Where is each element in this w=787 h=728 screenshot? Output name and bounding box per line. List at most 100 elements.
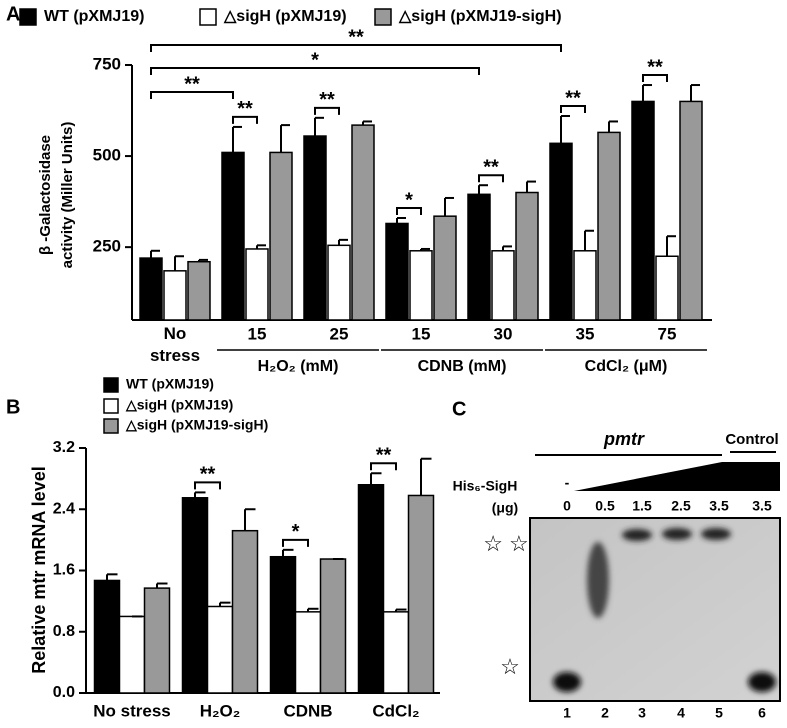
control-bar (722, 462, 780, 491)
amount-label: 3.5 (709, 498, 729, 514)
band (553, 672, 581, 692)
x-tick-label: 15 (412, 324, 431, 343)
error-bar (106, 573, 118, 581)
error-bar (314, 116, 324, 137)
group-label: H₂O₂ (mM) (258, 358, 339, 375)
amount-label: 2.5 (671, 498, 691, 514)
bar (294, 611, 322, 694)
x-tick-label: CdCl₂ (372, 701, 419, 720)
band (701, 528, 731, 540)
x-tick-label: No stress (150, 324, 200, 365)
y-tick-label: 250 (93, 237, 121, 256)
bar (549, 142, 573, 321)
significance-bracket (150, 44, 562, 52)
bar (382, 611, 410, 694)
band (662, 528, 692, 540)
x-tick-label: 15 (248, 324, 267, 343)
legend-label: △sigH (pXMJ19) (223, 8, 347, 25)
error-bar (396, 217, 406, 224)
probe-label: pmtr (603, 429, 645, 449)
bar (351, 124, 375, 321)
bar (357, 484, 385, 694)
y-tick-label: 0.8 (53, 623, 75, 640)
significance-label: ** (237, 98, 253, 120)
significance-bracket (370, 462, 397, 471)
significance-bracket (282, 538, 309, 547)
significance-label: ** (200, 464, 216, 486)
y-tick-label: 3.2 (53, 439, 75, 456)
group-label: CDNB (mM) (418, 358, 507, 375)
bar (118, 615, 146, 694)
lane-label: 1 (563, 705, 571, 721)
error-bar (150, 249, 160, 259)
band (622, 529, 652, 541)
bar (407, 494, 435, 694)
significance-bracket (396, 207, 422, 215)
band (587, 542, 609, 618)
bar (515, 191, 539, 321)
bar (245, 248, 269, 321)
bar (221, 151, 245, 321)
bar (139, 257, 163, 321)
bar (491, 250, 515, 321)
significance-bracket (560, 105, 586, 113)
bar (163, 270, 187, 321)
y-tick-label: 0.0 (53, 684, 75, 701)
dash-label: - (565, 475, 570, 491)
band (748, 672, 776, 692)
lane-label: 4 (677, 705, 685, 721)
error-bar (307, 607, 319, 612)
legend-label: △sigH (pXMJ19-sigH) (125, 417, 268, 433)
bar (385, 222, 409, 321)
error-bar (219, 601, 231, 607)
error-bar (444, 196, 454, 217)
gel (529, 517, 781, 702)
significance-label: ** (565, 87, 581, 109)
x-tick-label: No stress (93, 701, 170, 720)
error-bar (395, 608, 407, 612)
y-tick-label: 1.6 (53, 562, 75, 579)
significance-bracket (150, 91, 234, 99)
x-tick-label: CDNB (283, 701, 332, 720)
error-bar (560, 115, 570, 144)
marker: ☆ ☆ (483, 531, 529, 556)
y-axis-label: Relative mtr mRNA level (29, 466, 49, 673)
bar (433, 215, 457, 321)
bar (597, 131, 621, 321)
bar (655, 255, 679, 321)
lane-label: 6 (758, 705, 766, 721)
significance-label: ** (184, 73, 200, 95)
protein-label: His₆-SigH (453, 478, 518, 494)
legend-swatch (103, 398, 119, 414)
error-bar (584, 229, 594, 251)
significance-label: ** (376, 445, 392, 467)
legend-swatch (103, 377, 119, 393)
panel-label: C (452, 398, 466, 420)
group-label: CdCl₂ (μM) (585, 358, 668, 375)
bar (231, 529, 259, 694)
significance-bracket (232, 115, 258, 124)
legend-swatch (19, 8, 37, 26)
bar (467, 193, 491, 321)
significance-bracket (478, 174, 504, 183)
amount-label: 0 (563, 498, 571, 514)
y-axis-label: activity (Miller Units) (59, 122, 76, 269)
error-bar (280, 124, 290, 153)
x-tick-label: 35 (576, 324, 595, 343)
bar (206, 605, 234, 694)
error-bar (198, 258, 208, 262)
bar (319, 558, 347, 694)
unit-label: (μg) (492, 500, 518, 516)
control-label: Control (725, 431, 778, 448)
panel-label: A (6, 3, 20, 25)
error-bar (690, 84, 700, 102)
bar (631, 100, 655, 321)
bar (409, 250, 433, 321)
error-bar (526, 180, 536, 193)
marker: ☆ (500, 654, 520, 679)
bar (269, 555, 297, 694)
legend-swatch (374, 8, 392, 26)
bar (187, 260, 211, 321)
significance-bracket (150, 67, 480, 75)
